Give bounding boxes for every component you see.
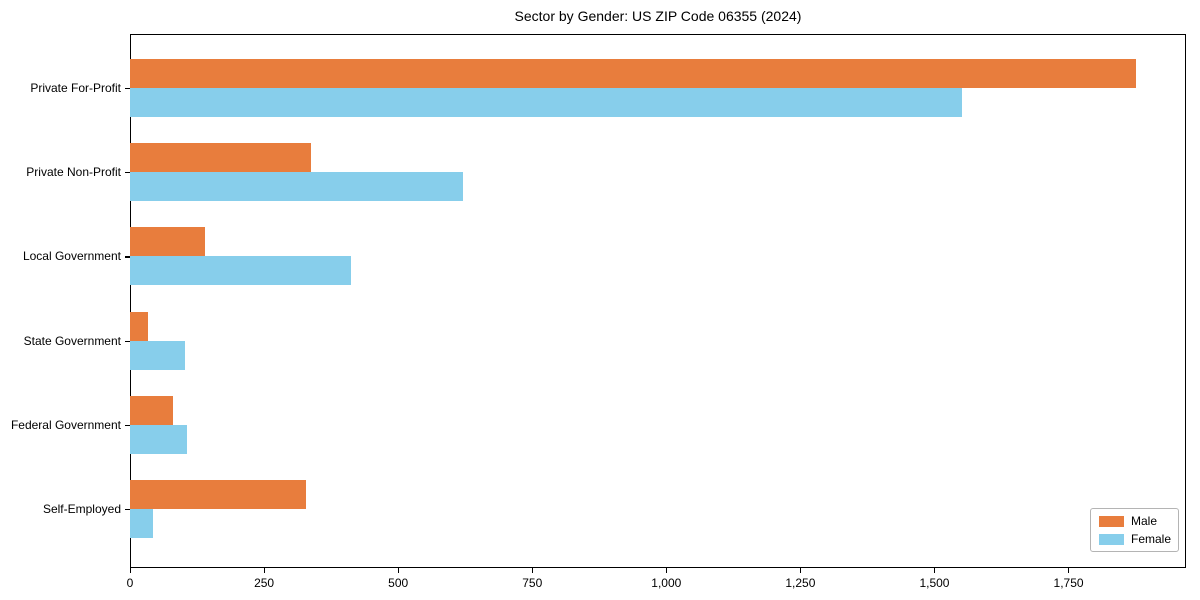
x-tick-mark	[129, 568, 131, 573]
y-tick-label-state-government: State Government	[23, 333, 121, 348]
x-tick-mark	[933, 568, 936, 573]
bar-male-local-government	[130, 227, 206, 257]
legend-item-male: Male	[1099, 515, 1170, 527]
y-tick-mark	[125, 340, 130, 342]
bar-male-self-employed	[130, 480, 306, 509]
y-tick-label-self-employed: Self-Employed	[42, 502, 121, 516]
x-tick-mark	[799, 568, 802, 573]
y-tick-mark	[125, 509, 130, 511]
bar-female-private-non-profit	[130, 172, 464, 202]
y-tick-label-private-for-profit: Private For-Profit	[30, 81, 121, 95]
bar-male-federal-government	[130, 395, 173, 425]
x-tick-mark	[263, 568, 265, 573]
x-tick-label-1-500: 1,500	[919, 576, 950, 590]
y-tick-label-federal-government: Federal Government	[10, 417, 121, 432]
bar-male-private-non-profit	[130, 143, 312, 173]
y-tick-label-local-government: Local Government	[22, 249, 121, 264]
bar-female-self-employed	[130, 509, 154, 538]
legend-label-female: Female	[1131, 532, 1172, 546]
x-tick-mark	[531, 568, 533, 573]
y-tick-mark	[125, 424, 130, 426]
y-tick-mark	[125, 172, 130, 174]
bar-female-federal-government	[130, 424, 187, 454]
x-tick-mark	[1068, 568, 1070, 573]
bar-male-private-for-profit	[130, 59, 1136, 88]
chart-title: Sector by Gender: US ZIP Code 06355 (202…	[514, 8, 802, 24]
bar-female-private-for-profit	[130, 88, 963, 117]
x-tick-label-1-000: 1,000	[651, 576, 682, 590]
x-tick-mark	[665, 568, 667, 573]
bar-female-state-government	[130, 340, 186, 370]
y-tick-mark	[125, 88, 130, 90]
x-tick-label-750: 750	[522, 576, 543, 590]
x-tick-mark	[397, 568, 399, 573]
legend: Male Female	[1090, 508, 1179, 552]
y-tick-label-private-non-profit: Private Non-Profit	[26, 165, 121, 180]
plot-area	[130, 34, 1186, 568]
x-tick-label-1-250: 1,250	[785, 576, 816, 590]
legend-swatch-male-icon	[1099, 515, 1124, 527]
legend-swatch-female-icon	[1099, 533, 1124, 545]
x-tick-label-0: 0	[126, 576, 134, 590]
legend-item-female: Female	[1099, 532, 1172, 546]
x-tick-label-1-750: 1,750	[1053, 576, 1084, 590]
legend-label-male: Male	[1131, 514, 1158, 528]
bar-male-state-government	[130, 311, 149, 341]
bar-female-local-government	[130, 256, 351, 286]
x-tick-label-500: 500	[388, 576, 409, 590]
y-tick-mark	[125, 256, 130, 258]
x-tick-label-250: 250	[254, 576, 275, 590]
